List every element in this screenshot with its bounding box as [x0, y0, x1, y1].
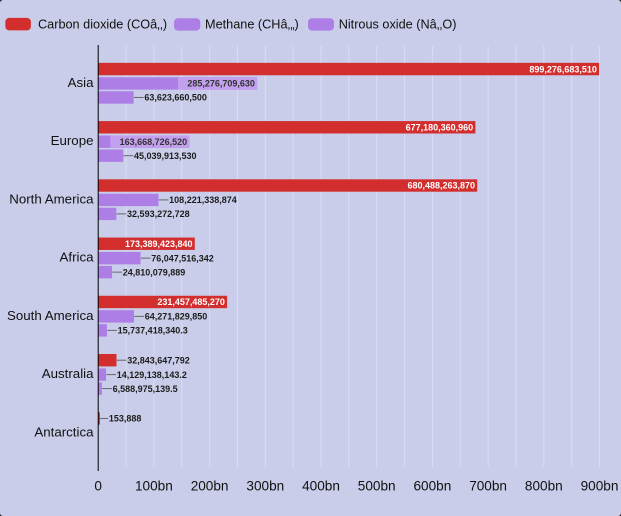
svg-text:14,129,138,143.2: 14,129,138,143.2 [117, 370, 187, 380]
svg-text:Africa: Africa [60, 250, 95, 265]
svg-text:63,623,660,500: 63,623,660,500 [144, 93, 207, 103]
svg-text:680,488,263,870: 680,488,263,870 [407, 181, 475, 191]
svg-text:45,039,913,530: 45,039,913,530 [134, 151, 197, 161]
svg-text:600bn: 600bn [413, 478, 451, 493]
svg-text:173,389,423,840: 173,389,423,840 [125, 239, 193, 249]
svg-text:100bn: 100bn [135, 478, 173, 493]
svg-text:Asia: Asia [68, 75, 94, 90]
svg-text:32,843,647,792: 32,843,647,792 [127, 355, 190, 365]
svg-text:76,047,516,342: 76,047,516,342 [151, 253, 214, 263]
svg-text:677,180,360,960: 677,180,360,960 [406, 122, 474, 132]
svg-text:64,271,829,850: 64,271,829,850 [145, 312, 208, 322]
svg-text:231,457,485,270: 231,457,485,270 [157, 297, 225, 307]
svg-text:24,810,079,889: 24,810,079,889 [123, 267, 186, 277]
svg-text:0: 0 [94, 478, 102, 493]
svg-text:15,737,418,340.3: 15,737,418,340.3 [118, 326, 188, 336]
svg-text:800bn: 800bn [525, 478, 563, 493]
svg-text:32,593,272,728: 32,593,272,728 [127, 209, 190, 219]
svg-text:108,221,338,874: 108,221,338,874 [169, 195, 237, 205]
svg-text:899,276,683,510: 899,276,683,510 [529, 64, 597, 74]
svg-text:Methane (CHâ‚„): Methane (CHâ‚„) [205, 17, 299, 31]
svg-text:500bn: 500bn [358, 478, 396, 493]
svg-text:Australia: Australia [42, 366, 94, 381]
svg-text:700bn: 700bn [469, 478, 507, 493]
svg-text:163,668,726,520: 163,668,726,520 [120, 137, 188, 147]
svg-text:6,588,975,139.5: 6,588,975,139.5 [113, 384, 178, 394]
svg-text:Nitrous oxide (Nâ‚‚O): Nitrous oxide (Nâ‚‚O) [339, 17, 457, 31]
svg-text:300bn: 300bn [246, 478, 284, 493]
svg-text:Carbon dioxide (COâ‚‚): Carbon dioxide (COâ‚‚) [38, 17, 167, 31]
svg-text:South America: South America [7, 308, 94, 323]
svg-text:Antarctica: Antarctica [34, 424, 94, 439]
svg-text:Europe: Europe [51, 133, 94, 148]
svg-text:North America: North America [9, 191, 94, 206]
svg-text:285,276,709,630: 285,276,709,630 [187, 79, 255, 89]
svg-text:200bn: 200bn [191, 478, 229, 493]
svg-text:153,888: 153,888 [109, 414, 142, 424]
svg-text:900bn: 900bn [581, 478, 619, 493]
svg-text:400bn: 400bn [302, 478, 340, 493]
